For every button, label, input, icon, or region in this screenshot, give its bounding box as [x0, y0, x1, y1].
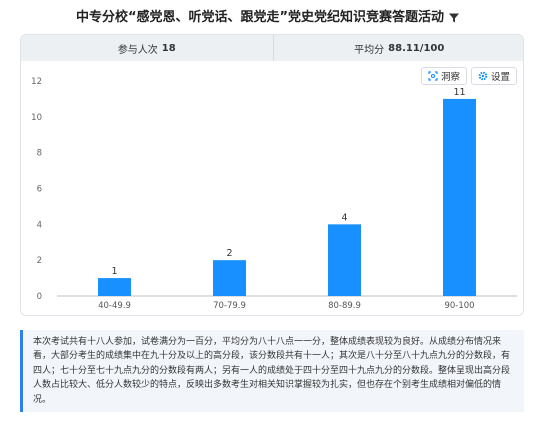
chart-card: 参与人次 18 平均分 88.11/100 0 2 4 6 8 10 12 1 40-49.9 2…	[20, 34, 524, 316]
participants-label: 参与人次	[117, 44, 158, 56]
average-label: 平均分	[354, 44, 385, 56]
participants-stat: 参与人次 18	[21, 35, 273, 61]
page-title: 中专分校“感党恩、听党话、跟党走”党史党纪知识竞赛答题活动	[0, 6, 536, 28]
settings-button[interactable]: 设置	[470, 67, 517, 85]
y-tick-label: 10	[31, 113, 42, 123]
bar	[213, 260, 246, 296]
participants-value: 18	[161, 42, 176, 54]
data-label: 4	[341, 212, 347, 223]
data-label: 1	[111, 266, 117, 277]
average-value: 88.11/100	[388, 42, 445, 54]
bar	[98, 278, 131, 296]
summary-text: 本次考试共有十八人参加，试卷满分为一百分，平均分为八十八点一一分，整体成绩表现较…	[33, 337, 511, 405]
y-tick-label: 4	[37, 220, 42, 230]
stats-bar: 参与人次 18 平均分 88.11/100	[21, 35, 524, 61]
filter-icon[interactable]	[448, 12, 460, 24]
insight-icon	[428, 71, 438, 81]
settings-label: 设置	[490, 72, 510, 83]
summary-box: 本次考试共有十八人参加，试卷满分为一百分，平均分为八十八点一一分，整体成绩表现较…	[20, 330, 524, 412]
insight-button[interactable]: 洞察	[420, 67, 467, 85]
data-label: 2	[226, 248, 232, 259]
x-tick-label: 40-49.9	[98, 301, 131, 311]
chart-toolbar: 洞察 设置	[420, 67, 517, 85]
y-tick-label: 6	[37, 185, 42, 195]
data-label: 11	[453, 87, 465, 98]
bar	[328, 224, 361, 296]
x-tick-label: 70-79.9	[213, 301, 246, 311]
bar	[443, 98, 476, 296]
page-title-text: 中专分校“感党恩、听党话、跟党走”党史党纪知识竞赛答题活动	[75, 10, 445, 25]
average-stat: 平均分 88.11/100	[272, 35, 524, 61]
x-tick-label: 90-100	[444, 301, 474, 311]
y-tick-label: 2	[37, 256, 42, 266]
y-tick-label: 0	[37, 292, 42, 302]
bar-chart: 0 2 4 6 8 10 12 1 40-49.9 2 70-79.9 4 80-89.9 11 90-10…	[31, 77, 517, 311]
y-tick-label: 12	[31, 77, 42, 87]
insight-label: 洞察	[440, 72, 460, 83]
gear-icon	[478, 71, 488, 81]
x-tick-label: 80-89.9	[328, 301, 361, 311]
y-tick-label: 8	[37, 149, 42, 159]
